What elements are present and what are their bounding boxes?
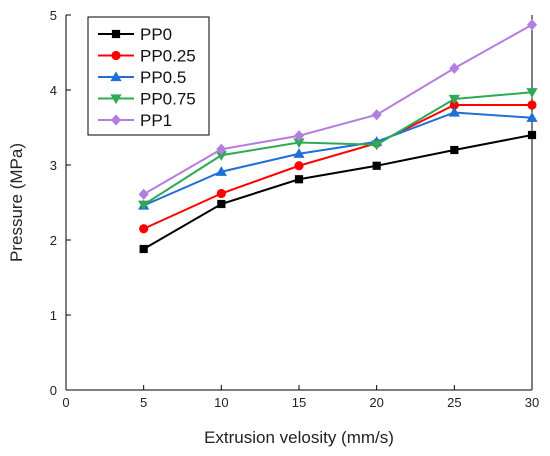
data-point [139,244,148,254]
data-point [527,100,537,110]
data-point [293,130,305,142]
legend-label: PP0 [140,25,172,44]
x-tick-label: 10 [214,395,228,410]
legend-label: PP0.75 [140,90,196,109]
legend-marker [110,94,122,105]
data-point [215,151,227,161]
x-tick-label: 30 [525,395,539,410]
data-point [372,161,381,170]
data-point [371,140,383,151]
x-tick-label: 25 [447,395,461,410]
data-point [448,106,460,117]
y-tick-label: 4 [50,83,57,98]
legend-marker [111,50,121,61]
data-point [138,200,150,211]
series-line [143,104,532,230]
series-PP1 [138,19,538,200]
data-point [294,161,304,171]
data-point [293,138,305,149]
legend-marker [110,71,122,82]
data-point [215,166,227,176]
series-line [143,111,533,207]
data-point [138,188,149,200]
y-tick-label: 5 [50,8,57,23]
series-layer [138,19,538,254]
data-point [526,88,538,98]
y-axis-title: Pressure (MPa) [7,143,26,262]
legend-marker [110,114,122,126]
legend-label: PP0.25 [140,47,196,66]
legend-marker [111,29,121,39]
series-line [143,91,533,206]
legend-item: PP1 [98,111,172,130]
data-point [450,145,459,155]
y-tick-label: 1 [50,308,57,323]
series-line [143,23,533,196]
series-PP0 [139,130,537,254]
legend-label: PP0.5 [140,68,186,87]
data-point [526,19,538,31]
data-point [139,224,149,234]
y-tick-label: 3 [50,158,57,173]
data-point [526,112,538,122]
data-point [449,62,460,74]
legend-item: PP0 [98,25,172,44]
data-point [216,143,227,155]
data-point [216,188,226,199]
data-point [527,130,537,140]
x-tick-label: 5 [140,395,147,410]
data-point [371,109,382,121]
data-point [294,175,304,184]
legend-item: PP0.5 [98,68,186,87]
x-tick-label: 0 [62,395,69,410]
data-point [448,94,460,105]
y-tick-label: 0 [50,383,57,398]
legend: PP0 PP0.25 PP0.5 PP0.75 PP1 [87,16,210,136]
x-axis-title: Extrusion velosity (mm/s) [204,428,394,447]
legend-item: PP0.25 [98,47,196,66]
x-tick-label: 20 [369,395,383,410]
series-line [143,134,533,250]
y-tick-label: 2 [50,233,57,248]
data-point [449,100,459,110]
data-point [293,148,305,158]
axes: 0 5 10 15 20 25 30 0 1 2 3 4 5 [50,8,539,410]
legend-item: PP0.75 [98,90,196,109]
series-PP0.75 [138,88,538,211]
data-point [217,199,226,209]
x-tick-label: 15 [292,395,306,410]
legend-label: PP1 [140,111,172,130]
